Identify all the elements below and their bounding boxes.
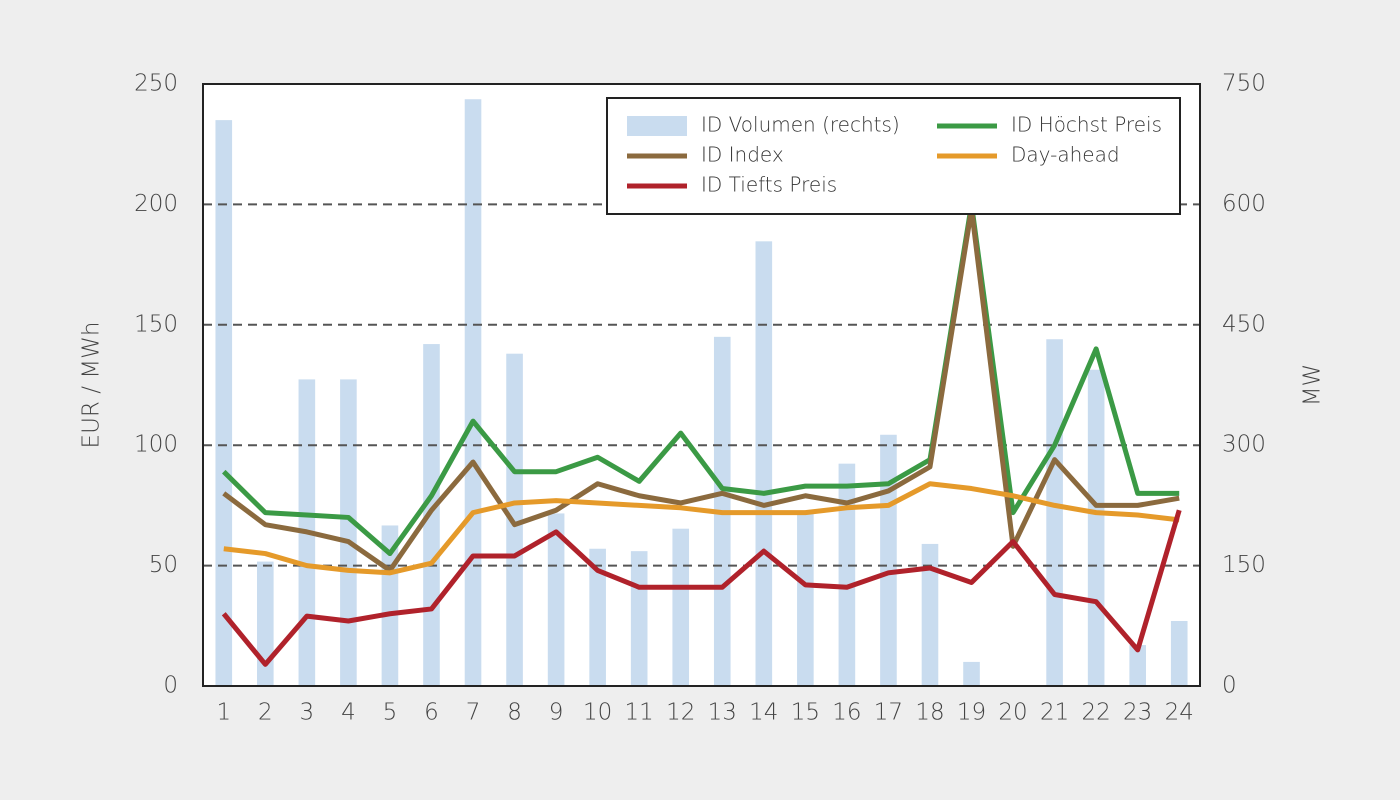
y-tick-label: 200 bbox=[134, 191, 178, 217]
bar bbox=[755, 241, 773, 686]
bar bbox=[797, 513, 814, 686]
y2-axis-label: MW bbox=[1300, 364, 1326, 407]
y-tick-label: 250 bbox=[134, 71, 178, 97]
x-tick-label: 17 bbox=[874, 700, 903, 726]
bar bbox=[1170, 620, 1188, 686]
bar bbox=[464, 99, 482, 686]
x-tick-label: 9 bbox=[549, 700, 564, 726]
bar bbox=[630, 551, 648, 686]
y-tick-label: 50 bbox=[149, 552, 178, 578]
bar bbox=[672, 528, 690, 686]
x-tick-label: 1 bbox=[216, 700, 231, 726]
bar bbox=[1129, 645, 1146, 686]
x-tick-label: 2 bbox=[258, 700, 273, 726]
x-tick-label: 3 bbox=[300, 700, 315, 726]
x-tick-label: 11 bbox=[625, 700, 654, 726]
x-tick-label: 14 bbox=[749, 700, 778, 726]
x-tick-label: 6 bbox=[424, 700, 439, 726]
legend-label: ID Index bbox=[701, 143, 784, 167]
bar bbox=[963, 661, 980, 686]
x-tick-label: 5 bbox=[383, 700, 398, 726]
x-tick-label: 24 bbox=[1165, 700, 1194, 726]
x-tick-label: 23 bbox=[1123, 700, 1152, 726]
x-tick-label: 12 bbox=[666, 700, 695, 726]
bar bbox=[340, 379, 357, 686]
x-tick-label: 15 bbox=[791, 700, 820, 726]
x-tick-label: 7 bbox=[466, 700, 481, 726]
x-tick-label: 19 bbox=[957, 700, 986, 726]
legend-swatch bbox=[627, 116, 687, 136]
legend-label: ID Tiefts Preis bbox=[701, 173, 837, 197]
y2-tick-label: 300 bbox=[1222, 432, 1266, 458]
bar bbox=[1087, 369, 1105, 686]
x-tick-label: 18 bbox=[915, 700, 944, 726]
y2-tick-label: 750 bbox=[1222, 71, 1266, 97]
plot-frame bbox=[202, 83, 1201, 687]
y-tick-label: 100 bbox=[134, 432, 178, 458]
y2-tick-label: 450 bbox=[1222, 311, 1266, 337]
y2-tick-label: 0 bbox=[1222, 673, 1237, 699]
x-tick-label: 20 bbox=[998, 700, 1027, 726]
y2-tick-label: 600 bbox=[1222, 191, 1266, 217]
bar bbox=[838, 463, 856, 686]
line bbox=[221, 509, 1182, 667]
x-tick-label: 16 bbox=[832, 700, 861, 726]
x-tick-label: 22 bbox=[1082, 700, 1111, 726]
legend-label: ID Höchst Preis bbox=[1011, 113, 1162, 137]
legend-label: ID Volumen (rechts) bbox=[701, 113, 900, 137]
bar bbox=[506, 353, 523, 686]
y2-tick-label: 150 bbox=[1222, 552, 1266, 578]
y-axis-label: EUR / MWh bbox=[79, 322, 105, 449]
line bbox=[222, 201, 1180, 557]
bar bbox=[1046, 339, 1063, 686]
bar bbox=[921, 543, 939, 686]
y-tick-label: 150 bbox=[134, 311, 178, 337]
x-tick-label: 4 bbox=[341, 700, 356, 726]
bar bbox=[257, 561, 274, 686]
legend-box bbox=[606, 97, 1181, 215]
bar bbox=[880, 434, 897, 686]
x-tick-label: 21 bbox=[1040, 700, 1069, 726]
line bbox=[222, 206, 1180, 573]
y-tick-label: 0 bbox=[163, 673, 178, 699]
bar bbox=[589, 548, 606, 686]
bar bbox=[547, 513, 565, 686]
line bbox=[223, 481, 1180, 576]
x-tick-label: 13 bbox=[708, 700, 737, 726]
legend-label: Day-ahead bbox=[1011, 143, 1120, 167]
bar bbox=[215, 120, 233, 687]
x-tick-label: 10 bbox=[583, 700, 612, 726]
x-tick-label: 8 bbox=[507, 700, 522, 726]
